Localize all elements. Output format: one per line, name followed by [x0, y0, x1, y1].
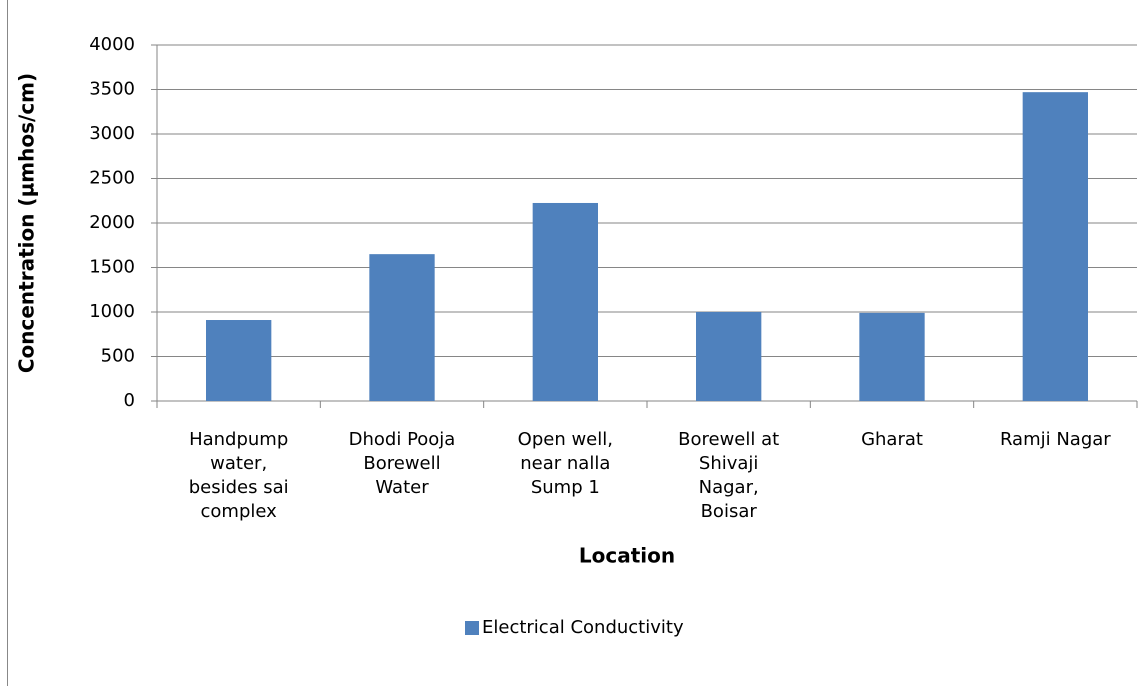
y-tick-label: 3000: [89, 123, 135, 144]
x-tick-label: Open well, near nalla Sump 1: [518, 429, 613, 498]
y-tick-label: 500: [101, 346, 135, 367]
y-tick-label: 0: [124, 390, 135, 411]
bar: [696, 312, 762, 401]
y-tick-label: 3500: [89, 79, 135, 100]
x-axis-label: Location: [579, 544, 675, 568]
y-tick-label: 2500: [89, 168, 135, 189]
y-tick-label: 1500: [89, 257, 135, 278]
x-tick-label: Borewell at Shivaji Nagar, Boisar: [678, 429, 779, 522]
x-tick-label: Gharat: [861, 429, 923, 450]
bar: [206, 320, 272, 401]
bar: [369, 254, 435, 401]
y-tick-label: 1000: [89, 301, 135, 322]
x-tick-label: Handpump water, besides sai complex: [189, 429, 289, 522]
bar: [532, 202, 598, 401]
y-axis-label: Concentration (µmhos/cm): [15, 73, 39, 373]
x-tick-label: Dhodi Pooja Borewell Water: [349, 429, 456, 498]
y-tick-label: 4000: [89, 34, 135, 55]
legend-swatch: [465, 621, 479, 635]
x-tick-label: Ramji Nagar: [1000, 429, 1111, 450]
bar: [859, 312, 925, 401]
y-tick-label: 2000: [89, 212, 135, 233]
legend-label: Electrical Conductivity: [482, 617, 684, 638]
bar: [1022, 92, 1088, 402]
